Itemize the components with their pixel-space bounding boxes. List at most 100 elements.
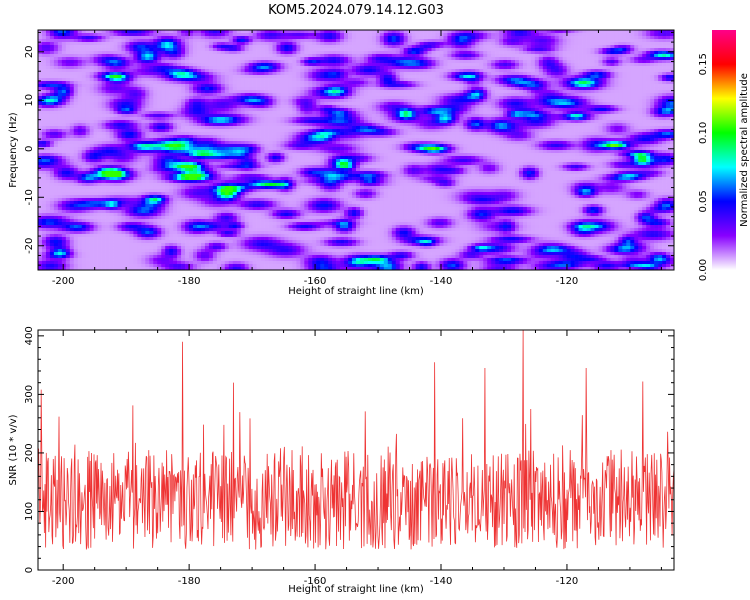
heatmap-cell — [451, 111, 456, 115]
heatmap-cell — [97, 75, 102, 79]
heatmap-cell — [232, 81, 238, 85]
heatmap-cell — [546, 99, 552, 103]
heatmap-cell — [248, 120, 253, 124]
heatmap-cell — [161, 81, 166, 85]
heatmap-cell — [296, 111, 301, 115]
heatmap-cell — [352, 30, 357, 34]
heatmap-cell — [431, 51, 436, 55]
heatmap-cell — [550, 39, 556, 43]
heatmap-cell — [367, 66, 373, 70]
heatmap-cell — [165, 33, 170, 37]
heatmap-cell — [602, 108, 607, 112]
heatmap-cell — [224, 102, 230, 106]
heatmap-cell — [475, 69, 480, 73]
heatmap-cell — [200, 66, 206, 70]
heatmap-cell — [149, 72, 154, 76]
heatmap-cell — [626, 81, 631, 85]
heatmap-cell — [562, 108, 567, 112]
heatmap-cell — [522, 66, 528, 70]
heatmap-cell — [443, 36, 448, 40]
heatmap-cell — [371, 78, 377, 82]
heatmap-cell — [542, 66, 548, 70]
heatmap-cell — [614, 42, 619, 46]
heatmap-cell — [530, 51, 536, 55]
heatmap-cell — [181, 75, 186, 79]
heatmap-cell — [244, 30, 249, 34]
heatmap-cell — [530, 54, 536, 58]
heatmap-cell — [336, 108, 341, 112]
heatmap-cell — [336, 102, 341, 106]
heatmap-cell — [252, 96, 257, 100]
heatmap-cell — [109, 102, 114, 106]
heatmap-cell — [383, 48, 389, 52]
heatmap-cell — [391, 72, 397, 76]
heatmap-cell — [73, 72, 79, 76]
heatmap-cell — [344, 75, 349, 79]
heatmap-cell — [650, 120, 655, 124]
heatmap-cell — [177, 111, 182, 115]
heatmap-cell — [630, 60, 635, 64]
heatmap-cell — [419, 81, 424, 85]
heatmap-cell — [455, 39, 460, 43]
heatmap-cell — [328, 69, 333, 73]
heatmap-cell — [125, 99, 130, 103]
heatmap-cell — [73, 117, 79, 121]
heatmap-cell — [352, 102, 357, 106]
heatmap-cell — [431, 30, 436, 34]
heatmap-cell — [383, 111, 389, 115]
heatmap-cell — [356, 63, 361, 67]
heatmap-cell — [228, 117, 234, 121]
heatmap-cell — [348, 75, 353, 79]
heatmap-cell — [61, 36, 67, 40]
heatmap-cell — [85, 57, 90, 61]
heatmap-cell — [280, 72, 285, 76]
heatmap-cell — [618, 75, 623, 79]
heatmap-cell — [491, 69, 496, 73]
heatmap-cell — [534, 99, 540, 103]
heatmap-cell — [77, 117, 83, 121]
heatmap-cell — [300, 84, 305, 88]
heatmap-cell — [252, 66, 257, 70]
heatmap-cell — [173, 48, 178, 52]
heatmap-cell — [328, 51, 333, 55]
heatmap-cell — [308, 66, 313, 70]
heatmap-cell — [93, 78, 98, 82]
heatmap-cell — [97, 84, 102, 88]
heatmap-cell — [670, 87, 675, 91]
heatmap-cell — [38, 78, 43, 82]
heatmap-cell — [606, 102, 611, 106]
heatmap-cell — [232, 30, 238, 34]
heatmap-cell — [658, 102, 663, 106]
heatmap-cell — [598, 69, 603, 73]
heatmap-cell — [260, 75, 265, 79]
heatmap-cell — [101, 120, 106, 124]
heatmap-cell — [65, 69, 71, 73]
heatmap-cell — [81, 96, 86, 100]
heatmap-cell — [578, 69, 583, 73]
heatmap-cell — [332, 75, 337, 79]
heatmap-cell — [479, 69, 484, 73]
heatmap-cell — [216, 36, 222, 40]
heatmap-cell — [642, 105, 647, 109]
heatmap-cell — [427, 117, 432, 121]
heatmap-cell — [268, 117, 273, 121]
heatmap-cell — [69, 120, 75, 124]
heatmap-cell — [443, 42, 448, 46]
heatmap-cell — [534, 54, 540, 58]
heatmap-cell — [93, 105, 98, 109]
heatmap-cell — [371, 60, 377, 64]
heatmap-cell — [352, 69, 357, 73]
heatmap-cell — [455, 51, 460, 55]
heatmap-cell — [284, 60, 289, 64]
heatmap-cell — [447, 36, 452, 40]
heatmap-cell — [49, 69, 55, 73]
heatmap-cell — [232, 57, 238, 61]
heatmap-cell — [101, 45, 106, 49]
heatmap-cell — [491, 99, 496, 103]
heatmap-cell — [45, 69, 51, 73]
heatmap-cell — [320, 78, 325, 82]
heatmap-cell — [73, 84, 79, 88]
heatmap-cell — [638, 57, 643, 61]
heatmap-cell — [280, 39, 285, 43]
heatmap-cell — [499, 54, 504, 58]
